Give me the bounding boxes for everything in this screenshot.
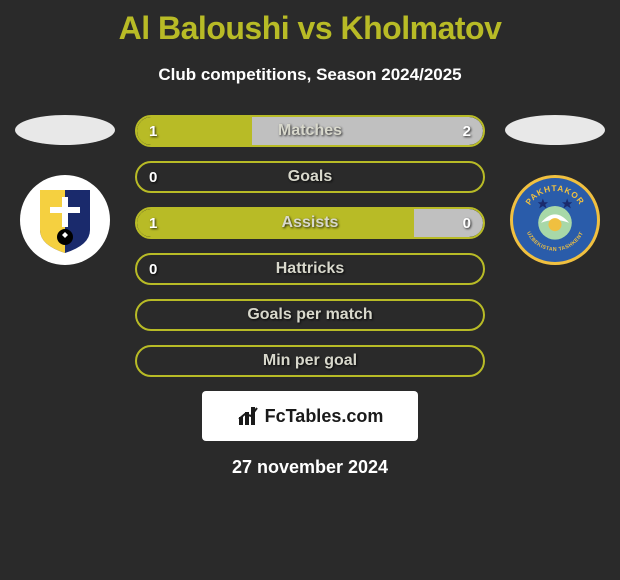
footer-date: 27 november 2024	[0, 457, 620, 478]
stat-bar: 10Assists	[135, 207, 485, 239]
bar-label: Goals per match	[137, 306, 483, 324]
player-silhouette-left	[15, 115, 115, 145]
left-player-column	[15, 115, 115, 265]
stats-bars: 12Matches 0Goals 10Assists 0Hattricks Goals …	[135, 115, 485, 377]
shield-icon	[35, 185, 95, 255]
club-badge-icon: PAKHTAKOR UZBEKISTAN TASHKENT	[513, 178, 597, 262]
stat-bar: 0Hattricks	[135, 253, 485, 285]
bar-label: Min per goal	[137, 352, 483, 370]
bar-label: Matches	[137, 122, 483, 140]
stat-bar: 12Matches	[135, 115, 485, 147]
bar-label: Hattricks	[137, 260, 483, 278]
player-silhouette-right	[505, 115, 605, 145]
page-subtitle: Club competitions, Season 2024/2025	[0, 65, 620, 85]
bar-label: Assists	[137, 214, 483, 232]
brand-badge: FcTables.com	[202, 391, 418, 441]
stat-bar: Min per goal	[135, 345, 485, 377]
right-player-column: PAKHTAKOR UZBEKISTAN TASHKENT	[505, 115, 605, 265]
stat-bar: Goals per match	[135, 299, 485, 331]
comparison-panel: 12Matches 0Goals 10Assists 0Hattricks Goals …	[0, 115, 620, 377]
brand-text: FcTables.com	[265, 406, 384, 427]
club-logo-left	[20, 175, 110, 265]
stat-bar: 0Goals	[135, 161, 485, 193]
club-logo-right: PAKHTAKOR UZBEKISTAN TASHKENT	[510, 175, 600, 265]
bar-label: Goals	[137, 168, 483, 186]
page-title: Al Baloushi vs Kholmatov	[0, 0, 620, 47]
chart-icon	[237, 405, 259, 427]
